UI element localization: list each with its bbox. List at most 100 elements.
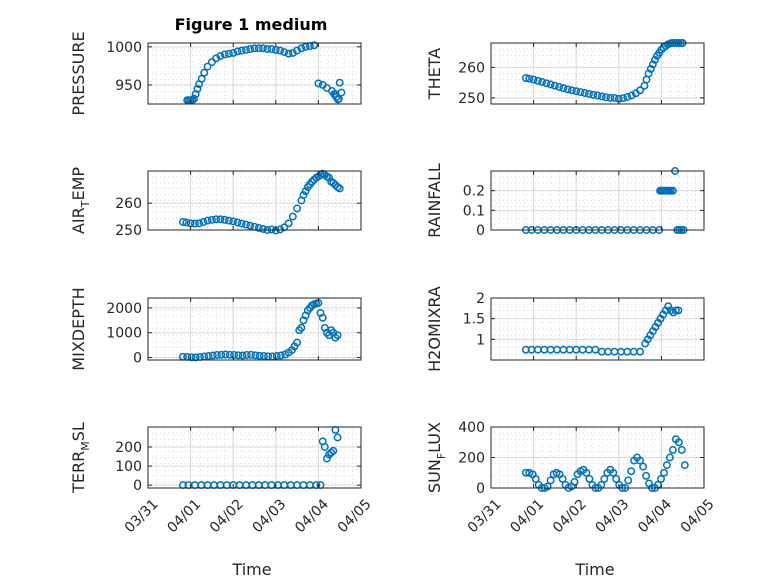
data-point <box>623 93 632 101</box>
y-axis-label-main: AIR <box>69 207 88 234</box>
data-point <box>242 220 250 229</box>
data-point <box>254 44 263 53</box>
data-point <box>193 84 202 93</box>
y-axis-label: MIXDEPTH <box>69 287 88 370</box>
data-point <box>660 468 668 477</box>
axes-box <box>490 42 705 105</box>
data-point <box>246 45 255 54</box>
data-point <box>234 351 243 360</box>
x-tick-label: 04/04 <box>635 496 675 536</box>
subplot-terrmsl: 0 100 200 03/31 04/01 04/02 04/03 04/04 04/05 TER… <box>69 422 375 536</box>
data-point <box>237 46 246 55</box>
data-point <box>203 216 212 225</box>
subplot-h2omixra: 1 1.5 2 H2OMIXRA <box>425 286 705 372</box>
data-point <box>543 482 552 491</box>
data-point <box>567 86 576 95</box>
data-point <box>322 454 331 463</box>
subplot-theta: 250 260 THETA <box>425 39 705 107</box>
data-point <box>224 216 233 225</box>
y-axis-label-subscript: M <box>79 441 92 451</box>
data-point <box>259 224 267 233</box>
data-point <box>559 84 568 93</box>
data-point <box>563 85 572 94</box>
subplot-pressure: 950 1000 PRESSURE <box>69 31 362 116</box>
data-point <box>558 474 567 483</box>
y-tick-label: 0 <box>133 351 142 367</box>
data-point <box>521 345 530 354</box>
data-point <box>333 433 342 442</box>
data-point <box>301 187 310 196</box>
data-point <box>237 219 246 228</box>
data-point <box>325 173 333 182</box>
data-point <box>247 350 256 359</box>
y-axis-label-main: TERR <box>69 451 88 494</box>
plot-area <box>491 43 704 104</box>
y-tick-label: 2000 <box>106 301 142 317</box>
y-tick-label: 0.2 <box>463 184 485 200</box>
data-point <box>199 218 208 226</box>
data-point <box>182 218 191 227</box>
x-axis-label-right: Time <box>574 560 614 579</box>
x-tick-label: 03/31 <box>465 496 505 536</box>
data-point <box>627 91 636 100</box>
y-tick-label: 2 <box>476 291 485 307</box>
data-point <box>233 47 242 56</box>
data-series <box>521 302 683 356</box>
data-point <box>610 93 619 102</box>
data-point <box>525 74 534 83</box>
data-point <box>597 92 606 101</box>
y-tick-label: 0 <box>476 223 485 239</box>
axes-box <box>147 170 362 231</box>
data-point <box>284 49 293 58</box>
data-point <box>619 94 628 103</box>
data-point <box>259 352 268 360</box>
y-tick-label: 1000 <box>106 40 142 56</box>
data-point <box>229 217 238 226</box>
data-point <box>329 446 338 455</box>
data-point <box>531 474 540 483</box>
y-axis-label-tail: SL <box>69 422 88 441</box>
data-point <box>333 331 342 340</box>
data-point <box>229 48 238 57</box>
data-point <box>217 350 226 359</box>
data-point <box>639 462 648 471</box>
y-tick-label: 100 <box>115 459 142 475</box>
axes-box <box>490 170 705 231</box>
y-tick-label: 250 <box>458 91 485 107</box>
data-point <box>642 471 651 480</box>
data-point <box>259 44 267 53</box>
data-point <box>335 184 344 193</box>
data-point <box>297 44 306 53</box>
data-point <box>263 45 272 54</box>
plot-area <box>491 171 704 230</box>
data-point <box>329 179 338 188</box>
data-point <box>280 48 289 57</box>
data-point <box>636 86 645 95</box>
data-point <box>310 41 319 50</box>
y-tick-label: 0.1 <box>463 203 485 219</box>
y-axis-label: RAINFALL <box>425 163 444 238</box>
axes-box <box>147 42 362 105</box>
x-tick-label: 04/02 <box>207 496 247 536</box>
data-point <box>555 82 564 91</box>
axes-box <box>147 297 362 361</box>
data-point <box>646 64 655 73</box>
y-axis-label: TERRMSL <box>69 422 92 494</box>
data-point <box>570 477 579 486</box>
y-axis-label-subscript: T <box>79 200 92 208</box>
data-point <box>521 74 530 83</box>
data-point <box>293 204 302 213</box>
data-series <box>521 39 687 103</box>
y-axis-label-tail: EMP <box>69 167 88 201</box>
y-tick-label: 400 <box>458 420 485 436</box>
plot-area <box>148 43 361 104</box>
data-point <box>242 45 250 54</box>
data-point <box>178 218 187 226</box>
data-point <box>238 351 247 360</box>
data-point <box>593 91 602 100</box>
data-point <box>225 350 234 359</box>
data-point <box>674 306 683 315</box>
data-point <box>529 75 538 84</box>
x-tick-label: 04/04 <box>292 496 332 536</box>
data-point <box>674 438 683 447</box>
